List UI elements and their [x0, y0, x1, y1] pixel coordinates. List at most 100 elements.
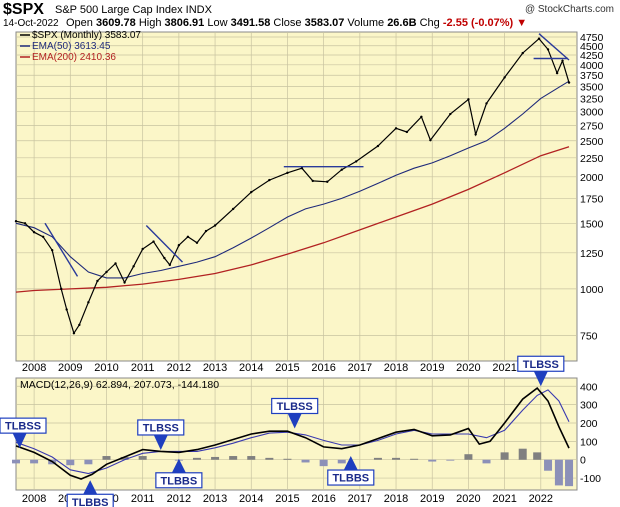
- macd-histogram-bar: [544, 459, 553, 471]
- macd-histogram-bar: [518, 448, 527, 460]
- macd-x-tick-label: 2017: [348, 493, 372, 505]
- price-trendline: [538, 33, 570, 61]
- price-trendline: [44, 222, 79, 277]
- chg-label: Chg: [419, 17, 440, 29]
- macd-histogram-bar: [319, 459, 328, 467]
- price-panel: [15, 31, 578, 362]
- annotation-label: TLBSS: [143, 422, 179, 434]
- price-x-tick-label: 2019: [420, 362, 444, 374]
- macd-histogram-bar: [12, 459, 20, 464]
- price-x-tick-label: 2013: [203, 362, 227, 374]
- macd-histogram-bar: [283, 458, 292, 460]
- macd-x-tick-label: 2022: [529, 493, 553, 505]
- spx-price-point: [72, 332, 76, 335]
- macd-histogram-bar: [30, 459, 39, 464]
- spx-price-point: [177, 244, 181, 247]
- spx-price-point: [300, 166, 304, 170]
- price-x-tick-label: 2017: [348, 362, 372, 374]
- macd-histogram-bar: [392, 457, 401, 460]
- spx-price-point: [561, 59, 564, 63]
- macd-histogram-bar: [446, 459, 455, 461]
- annotation-arrow-down-icon: [153, 434, 168, 450]
- macd-x-tick-label: 2019: [420, 493, 444, 505]
- macd-histogram-bar: [565, 459, 574, 487]
- macd-signal-line: [15, 389, 570, 475]
- spx-price-point: [268, 178, 271, 182]
- annotation-label: TLBSS: [277, 401, 313, 413]
- chg-value: -2.55 (-0.07%): [442, 17, 514, 29]
- annotation-arrow-up-icon: [171, 458, 186, 473]
- price-trendline: [145, 225, 183, 263]
- spx-price-point: [168, 263, 172, 267]
- macd-histogram-bar: [102, 456, 111, 460]
- price-y-tick-label: 4750: [580, 32, 604, 44]
- price-y-tick-label: 1250: [580, 248, 604, 260]
- macd-histogram-bar: [66, 459, 75, 466]
- spx-price-point: [141, 247, 144, 251]
- spx-price-point: [250, 190, 253, 194]
- macd-histogram-bar: [554, 459, 563, 486]
- annotation-arrow-down-icon: [287, 413, 302, 429]
- spx-price-point: [429, 138, 432, 142]
- macd-x-tick-label: 2015: [275, 493, 299, 505]
- spx-price-point: [132, 265, 135, 268]
- open-label: Open: [66, 17, 93, 29]
- ema50-line: [15, 80, 570, 279]
- annotation-arrow-down-icon: [12, 433, 27, 449]
- macd-histogram-bar: [482, 459, 491, 464]
- spx-price-point: [195, 241, 199, 244]
- spx-price-point: [467, 98, 470, 101]
- macd-histogram-bar: [211, 456, 220, 460]
- macd-histogram-bar: [410, 458, 419, 460]
- macd-histogram-bar: [464, 454, 473, 460]
- legend-entry: $SPX (Monthly) 3583.07: [32, 30, 141, 41]
- macd-x-tick-label: 2014: [239, 493, 263, 505]
- spx-price-point: [326, 180, 329, 183]
- macd-x-tick-label: 2008: [22, 493, 46, 505]
- macd-histogram-bar: [373, 457, 382, 460]
- price-x-tick-label: 2016: [311, 362, 335, 374]
- macd-x-tick-label: 2016: [311, 493, 335, 505]
- price-x-tick-label: 2018: [384, 362, 408, 374]
- low-label: Low: [207, 17, 228, 29]
- close-label: Close: [273, 17, 302, 29]
- spx-price-point: [394, 127, 398, 130]
- annotation-arrow-up-icon: [83, 480, 98, 495]
- spx-price-point: [376, 144, 380, 148]
- price-y-tick-label: 2250: [580, 153, 604, 165]
- annotation-label: TLBBS: [332, 473, 369, 485]
- spx-price-point: [41, 235, 45, 239]
- annotation-label: TLBSS: [523, 359, 559, 371]
- spx-price-point: [32, 230, 36, 234]
- annotation-arrow-down-icon: [533, 371, 548, 387]
- annotation-arrow-up-icon: [343, 456, 358, 471]
- macd-y-tick-label: 100: [580, 436, 598, 448]
- spx-price-point: [114, 262, 117, 265]
- high-value: 3806.91: [164, 17, 205, 29]
- price-y-tick-label: 4000: [580, 60, 604, 72]
- price-y-tick-label: 1750: [580, 193, 604, 205]
- spx-price-point: [420, 115, 423, 118]
- spx-price-point: [96, 279, 99, 283]
- spx-price-point: [213, 224, 217, 227]
- price-x-tick-label: 2010: [94, 362, 118, 374]
- price-y-tick-label: 1000: [580, 284, 604, 296]
- macd-histogram-bar: [84, 459, 93, 465]
- price-x-tick-label: 2020: [456, 362, 480, 374]
- price-y-tick-label: 3000: [580, 106, 604, 118]
- price-x-tick-label: 2008: [22, 362, 46, 374]
- macd-x-tick-label: 2018: [384, 493, 408, 505]
- price-y-tick-label: 2000: [580, 172, 604, 184]
- spx-price-point: [186, 235, 190, 239]
- spx-price-point: [87, 301, 90, 304]
- macd-y-tick-label: 400: [580, 381, 598, 393]
- spx-price-point: [105, 270, 108, 274]
- legend-entry: EMA(50) 3613.45: [32, 41, 111, 52]
- macd-x-tick-label: 2020: [456, 493, 480, 505]
- quote-date: 14-Oct-2022: [3, 18, 59, 29]
- spx-price-point: [123, 281, 126, 284]
- price-y-tick-label: 3750: [580, 70, 604, 82]
- macd-y-tick-label: 0: [580, 455, 586, 467]
- spx-price-point: [340, 168, 343, 171]
